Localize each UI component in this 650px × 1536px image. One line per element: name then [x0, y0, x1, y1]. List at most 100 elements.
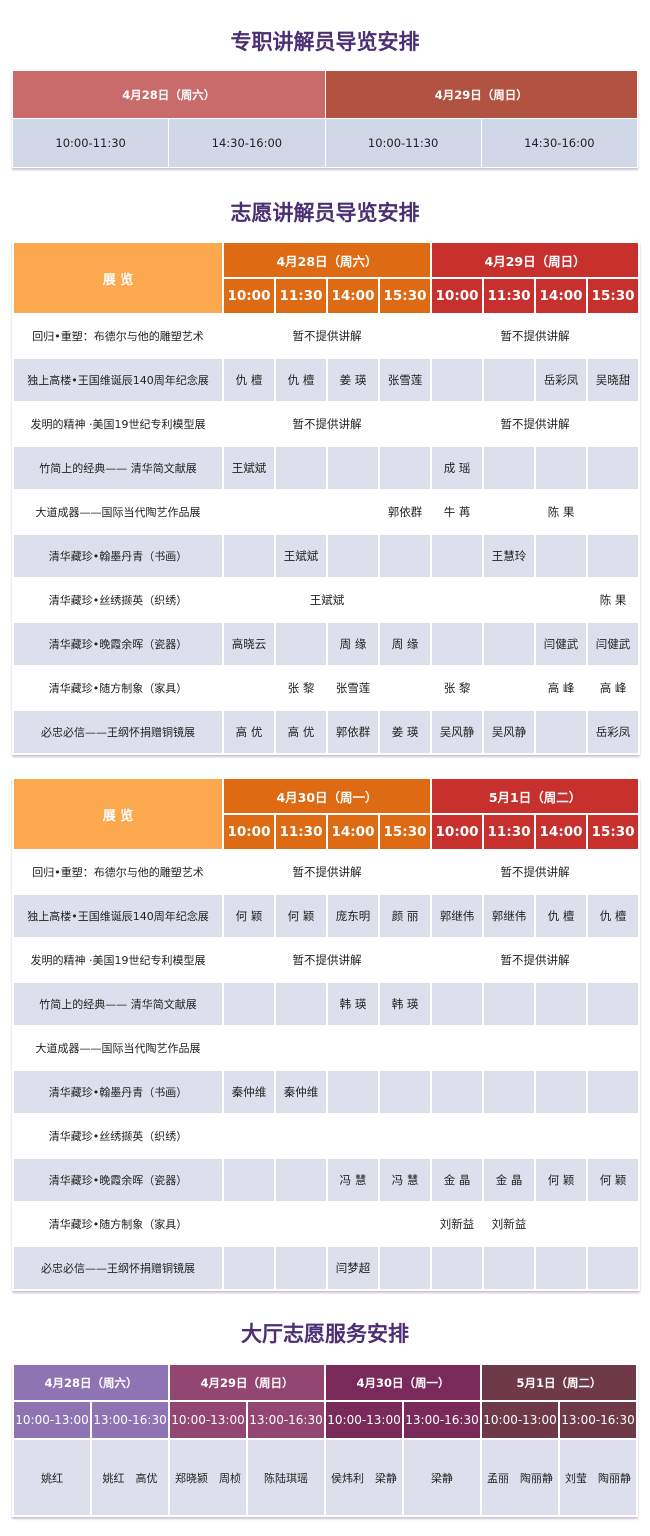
- guide-cell: [326, 445, 380, 491]
- guide-cell: 暂不提供讲解: [222, 849, 433, 895]
- guide-cell: 高 峰: [586, 665, 641, 711]
- guide-cell: 仇 檀: [534, 893, 589, 939]
- guide-cell: [482, 665, 537, 711]
- guide-cell: 吴风静: [430, 709, 485, 755]
- guide-cell: [274, 981, 328, 1027]
- guide-cell: 韩 瑛: [377, 981, 433, 1027]
- hall-service-title: 大厅志愿服务安排: [241, 1322, 409, 1346]
- guide-cell: 暂不提供讲解: [222, 937, 433, 983]
- guide-cell: 暂不提供讲解: [222, 313, 433, 359]
- time-header: 10:00: [222, 813, 276, 851]
- guide-cell: 吴风静: [482, 709, 537, 755]
- slot-header: 10:00-13:00: [480, 1400, 560, 1440]
- guide-cell: [326, 1113, 380, 1159]
- exhibit-name: 清华藏珍•随方制象（家具）: [12, 665, 224, 711]
- guide-cell: [586, 1201, 641, 1247]
- guide-cell: 高 优: [274, 709, 328, 755]
- guide-cell: 张雪莲: [377, 357, 433, 403]
- guide-cell: 吴晓甜: [586, 357, 641, 403]
- time-header: 10:00: [430, 277, 485, 315]
- guide-cell: 王斌斌: [222, 445, 276, 491]
- guide-cell: [274, 1201, 328, 1247]
- guide-cell: [274, 1025, 328, 1071]
- guide-cell: [586, 1113, 641, 1159]
- slot-header: 10:00-13:00: [168, 1400, 248, 1440]
- slot-header: 13:00-16:30: [90, 1400, 170, 1440]
- guide-cell: [482, 357, 537, 403]
- guide-cell: 何 颖: [274, 893, 328, 939]
- guide-cell: [534, 1201, 589, 1247]
- guide-cell: 暂不提供讲解: [430, 849, 641, 895]
- slot-cell: 10:00-11:30: [324, 118, 482, 168]
- slot-header: 10:00-13:00: [324, 1400, 404, 1440]
- guide-cell: [377, 445, 433, 491]
- guide-cell: [482, 1025, 537, 1071]
- guide-cell: [222, 489, 276, 535]
- exhibit-name: 竹简上的经典—— 清华简文献展: [12, 981, 224, 1027]
- volunteer-names: 侯炜利 梁静: [324, 1438, 404, 1517]
- exhibit-name: 必忠必信——王纲怀捐赠铜镜展: [12, 1245, 224, 1291]
- table-row: 大道成器——国际当代陶艺作品展: [12, 1025, 641, 1071]
- guide-cell: 何 颖: [586, 1157, 641, 1203]
- guide-cell: 何 颖: [222, 893, 276, 939]
- guide-cell: [482, 577, 537, 623]
- table-row: 发明的精神 ·美国19世纪专利模型展 暂不提供讲解 暂不提供讲解: [12, 401, 641, 447]
- slot-header: 13:00-16:30: [402, 1400, 482, 1440]
- exhibit-header: 展 览: [12, 777, 224, 851]
- table-row: 必忠必信——王纲怀捐赠铜镜展 闫梦超: [12, 1245, 641, 1291]
- exhibit-name: 必忠必信——王纲怀捐赠铜镜展: [12, 709, 224, 755]
- exhibit-header: 展 览: [12, 241, 224, 315]
- guide-cell: 岳彩凤: [534, 357, 589, 403]
- time-header: 11:30: [274, 277, 328, 315]
- guide-cell: 陈 果: [586, 577, 641, 623]
- slot-header: 13:00-16:30: [246, 1400, 326, 1440]
- guide-cell: [534, 981, 589, 1027]
- staff-schedule-title: 专职讲解员导览安排: [230, 30, 420, 54]
- volunteer-schedule-table-1: 展 览 4月28日（周六） 4月29日（周日） 10:00 11:30 14:00 15:3…: [12, 241, 641, 755]
- time-header: 15:30: [377, 277, 433, 315]
- slot-header: 10:00-13:00: [12, 1400, 92, 1440]
- guide-cell: [274, 1245, 328, 1291]
- day-header: 4月30日（周一）: [221, 777, 433, 815]
- guide-cell: [377, 533, 433, 579]
- table-row: 清华藏珍•晚霞余晖（瓷器）冯 慧冯 慧金 晶金 晶何 颖何 颖: [12, 1157, 641, 1203]
- table-row: 清华藏珍•晚霞余晖（瓷器） 高晓云 周 缘周 缘 闫健武 闫健武: [12, 621, 641, 667]
- guide-cell: 冯 慧: [377, 1157, 433, 1203]
- day-header: 4月30日（周一）: [324, 1363, 482, 1402]
- guide-cell: [326, 1025, 380, 1071]
- day-header: 4月28日（周六）: [12, 70, 326, 119]
- guide-cell: 冯 慧: [326, 1157, 380, 1203]
- table-row: 清华藏珍•随方制象（家具） 刘新益 刘新益: [12, 1201, 641, 1247]
- exhibit-name: 发明的精神 ·美国19世纪专利模型展: [12, 401, 224, 447]
- guide-cell: 成 瑶: [430, 445, 485, 491]
- volunteer-names: 陈陆琪瑶: [246, 1438, 326, 1517]
- table-row: 清华藏珍•丝绣撷英（织绣）: [12, 1113, 641, 1159]
- guide-cell: [430, 577, 485, 623]
- guide-cell: [586, 1069, 641, 1115]
- exhibit-name: 独上高楼•王国维诞辰140周年纪念展: [12, 893, 224, 939]
- guide-cell: [482, 489, 537, 535]
- guide-cell: [222, 665, 276, 711]
- guide-cell: [377, 1069, 433, 1115]
- guide-cell: [274, 621, 328, 667]
- guide-cell: [222, 981, 276, 1027]
- guide-cell: [274, 445, 328, 491]
- volunteer-names: 郑晓颍 周桢: [168, 1438, 248, 1517]
- guide-cell: [430, 1069, 485, 1115]
- guide-cell: 郭依群: [326, 709, 380, 755]
- guide-cell: [534, 445, 589, 491]
- exhibit-name: 清华藏珍•随方制象（家具）: [12, 1201, 224, 1247]
- guide-cell: [430, 621, 485, 667]
- staff-schedule-table: 4月28日（周六） 4月29日（周日） 10:00-11:30 14:30-16…: [11, 70, 639, 168]
- exhibit-name: 独上高楼•王国维诞辰140周年纪念展: [12, 357, 224, 403]
- table-row: 回归•重塑：布德尔与他的雕塑艺术 暂不提供讲解 暂不提供讲解: [12, 313, 641, 359]
- guide-cell: 刘新益: [482, 1201, 537, 1247]
- exhibit-name: 回归•重塑：布德尔与他的雕塑艺术: [12, 849, 224, 895]
- guide-cell: [430, 357, 485, 403]
- volunteer-names: 孟丽 陶丽静: [480, 1438, 560, 1517]
- day-header: 4月28日（周六）: [221, 241, 433, 279]
- guide-cell: [586, 489, 641, 535]
- time-header: 11:30: [482, 277, 537, 315]
- time-header: 14:00: [534, 813, 589, 851]
- exhibit-name: 竹简上的经典—— 清华简文献展: [12, 445, 224, 491]
